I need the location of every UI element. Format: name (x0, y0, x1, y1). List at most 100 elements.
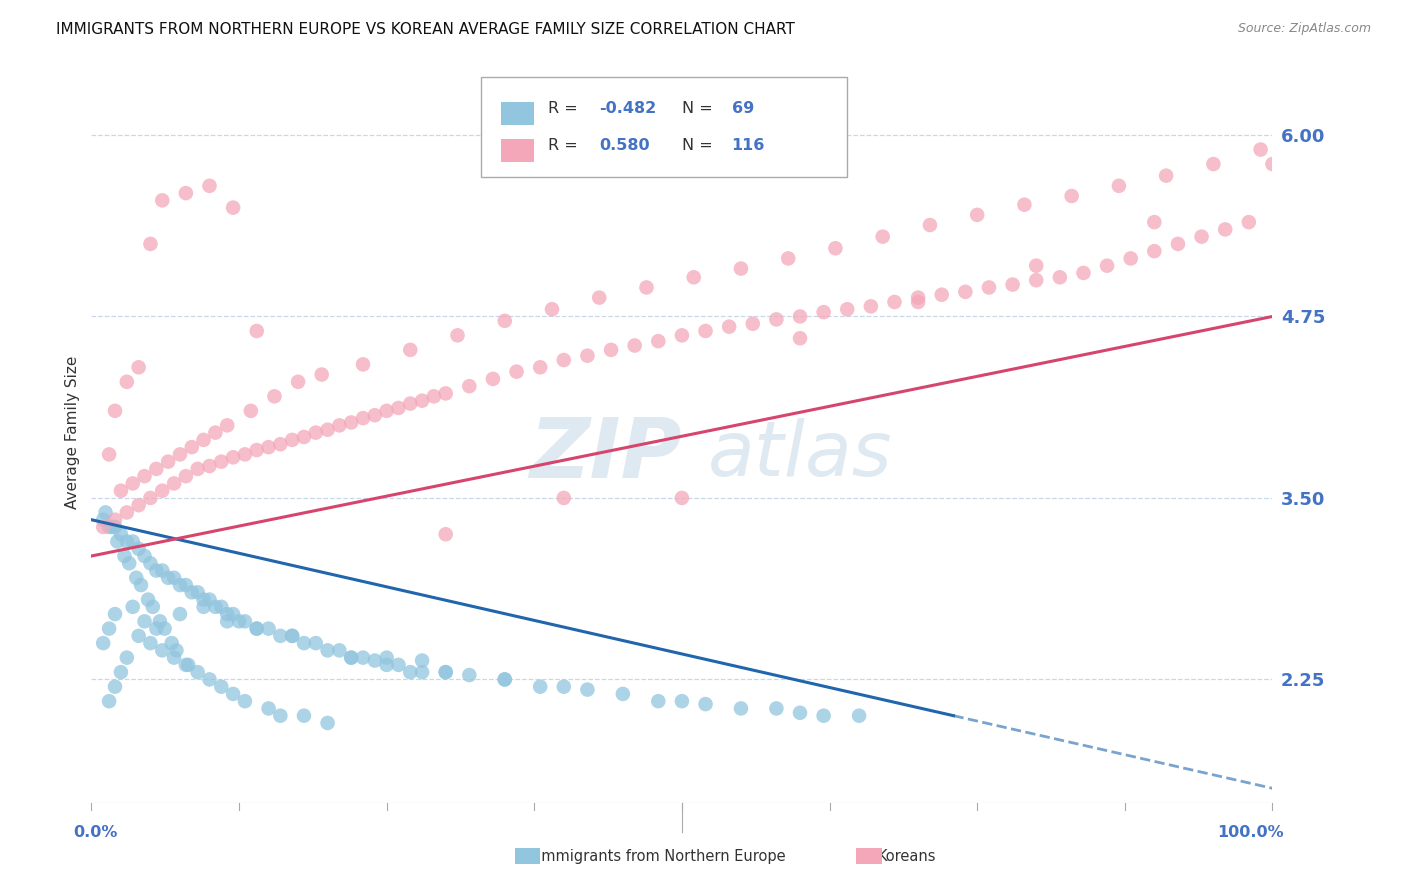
Point (375, 657, 398, 672)
Point (789, 331, 811, 345)
Point (177, 657, 200, 672)
Point (169, 447, 191, 461)
Point (907, 291, 929, 305)
FancyBboxPatch shape (501, 139, 534, 162)
Point (239, 404, 262, 418)
Point (114, 549, 136, 563)
Point (222, 450, 245, 465)
Point (1143, 215, 1166, 229)
Point (139, 556, 162, 570)
Point (105, 534, 128, 549)
Point (765, 312, 787, 326)
Point (1154, 169, 1177, 183)
Point (482, 372, 505, 386)
Point (128, 541, 150, 556)
Point (198, 458, 221, 473)
Point (163, 650, 186, 665)
Point (246, 324, 269, 338)
Point (340, 416, 363, 430)
Point (157, 455, 180, 469)
Point (311, 368, 333, 382)
Point (813, 708, 835, 723)
Point (1001, 277, 1024, 292)
Text: 116: 116 (731, 138, 765, 153)
Point (1060, 189, 1083, 203)
Point (1049, 270, 1071, 285)
Point (115, 375, 138, 389)
Text: -0.482: -0.482 (599, 101, 657, 116)
Point (121, 476, 143, 491)
Point (269, 629, 291, 643)
Point (375, 650, 398, 665)
Text: atlas: atlas (707, 417, 893, 491)
Point (859, 299, 882, 313)
Point (1202, 157, 1225, 171)
Point (222, 201, 245, 215)
Point (118, 556, 141, 570)
Point (789, 310, 811, 324)
Point (217, 615, 239, 629)
Point (150, 483, 173, 498)
Point (150, 564, 173, 578)
Text: 0.580: 0.580 (599, 138, 650, 153)
Point (180, 585, 202, 599)
Point (104, 607, 127, 621)
Point (292, 708, 315, 723)
Point (553, 491, 575, 505)
Point (139, 636, 162, 650)
Point (209, 680, 232, 694)
Point (636, 280, 658, 294)
Point (1237, 215, 1260, 229)
Point (918, 218, 941, 232)
Point (281, 629, 304, 643)
Point (128, 360, 150, 375)
Point (217, 418, 239, 433)
Point (257, 440, 280, 454)
Point (340, 650, 363, 665)
Point (169, 607, 191, 621)
Point (1250, 143, 1272, 157)
Point (623, 338, 645, 352)
Point (1191, 229, 1213, 244)
Point (115, 534, 138, 549)
Point (837, 302, 859, 317)
Point (222, 687, 245, 701)
Point (434, 386, 457, 401)
Point (387, 657, 409, 672)
Point (153, 622, 176, 636)
Point (136, 592, 159, 607)
Point (94, 506, 117, 520)
Point (150, 194, 173, 208)
Point (287, 375, 309, 389)
Point (142, 599, 165, 614)
Point (931, 287, 953, 301)
Point (494, 673, 516, 687)
Point (91, 513, 114, 527)
Point (104, 404, 127, 418)
Point (434, 665, 457, 680)
Text: 69: 69 (731, 101, 754, 116)
Point (174, 578, 197, 592)
Point (352, 650, 374, 665)
Point (741, 317, 763, 331)
Point (1261, 157, 1284, 171)
Point (163, 476, 186, 491)
Point (233, 615, 256, 629)
Text: R =: R = (548, 138, 583, 153)
Point (157, 571, 180, 585)
Point (115, 506, 138, 520)
Point (399, 665, 422, 680)
Point (671, 694, 693, 708)
FancyBboxPatch shape (501, 102, 534, 126)
Point (204, 425, 226, 440)
Point (134, 615, 156, 629)
Point (198, 592, 221, 607)
Point (375, 404, 398, 418)
Point (576, 349, 599, 363)
Point (328, 643, 350, 657)
Point (174, 186, 197, 200)
FancyBboxPatch shape (481, 78, 848, 178)
Point (233, 447, 256, 461)
Point (145, 462, 167, 476)
Point (98, 622, 121, 636)
